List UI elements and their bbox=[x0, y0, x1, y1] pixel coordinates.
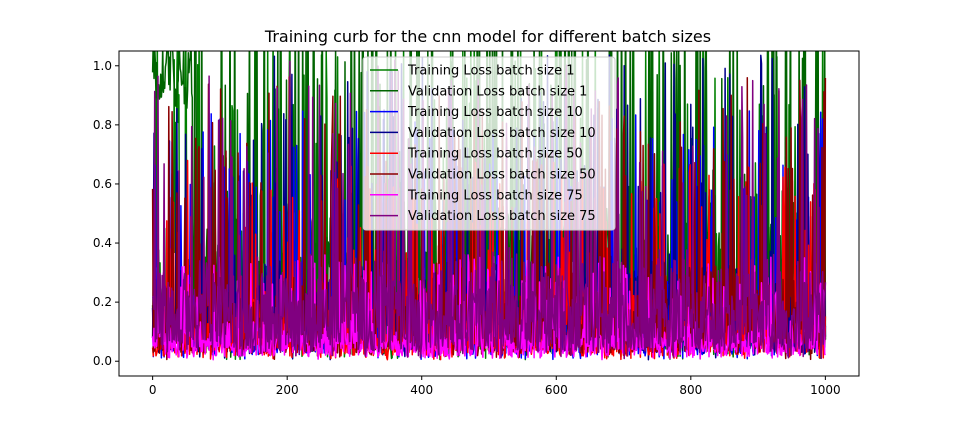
legend-label: Training Loss batch size 1 bbox=[407, 64, 575, 79]
y-tick-label: 0.8 bbox=[93, 118, 112, 132]
chart-title: Training curb for the cnn model for diff… bbox=[264, 27, 711, 46]
x-tick-label: 1000 bbox=[810, 383, 841, 397]
legend-label: Training Loss batch size 75 bbox=[407, 188, 583, 203]
legend-label: Training Loss batch size 10 bbox=[407, 105, 583, 120]
legend-label: Validation Loss batch size 75 bbox=[408, 209, 596, 224]
y-tick-label: 0.2 bbox=[93, 295, 112, 309]
x-tick-label: 200 bbox=[276, 383, 299, 397]
plot-frame bbox=[118, 50, 860, 377]
legend: Training Loss batch size 1 Validation Los… bbox=[362, 56, 616, 231]
x-tick-label: 600 bbox=[545, 383, 568, 397]
x-tick-label: 400 bbox=[410, 383, 433, 397]
legend-box bbox=[362, 56, 616, 231]
y-tick-label: 0.4 bbox=[93, 236, 112, 250]
x-tick-label: 800 bbox=[679, 383, 702, 397]
legend-label: Validation Loss batch size 10 bbox=[408, 126, 596, 141]
legend-label: Training Loss batch size 50 bbox=[407, 147, 583, 162]
series-line-7 bbox=[151, 254, 826, 361]
series-layer bbox=[151, 51, 827, 361]
y-tick-label: 1.0 bbox=[93, 59, 112, 73]
x-axis: 0 200 400 600 800 1000 bbox=[149, 376, 841, 397]
y-tick-label: 0.0 bbox=[93, 354, 112, 368]
legend-label: Validation Loss batch size 50 bbox=[408, 168, 596, 183]
x-tick-label: 0 bbox=[149, 383, 157, 397]
series-line-8 bbox=[151, 59, 827, 360]
y-axis: 0.0 0.2 0.4 0.6 0.8 1.0 bbox=[93, 59, 119, 368]
y-tick-label: 0.6 bbox=[93, 177, 112, 191]
legend-label: Validation Loss batch size 1 bbox=[408, 84, 587, 99]
